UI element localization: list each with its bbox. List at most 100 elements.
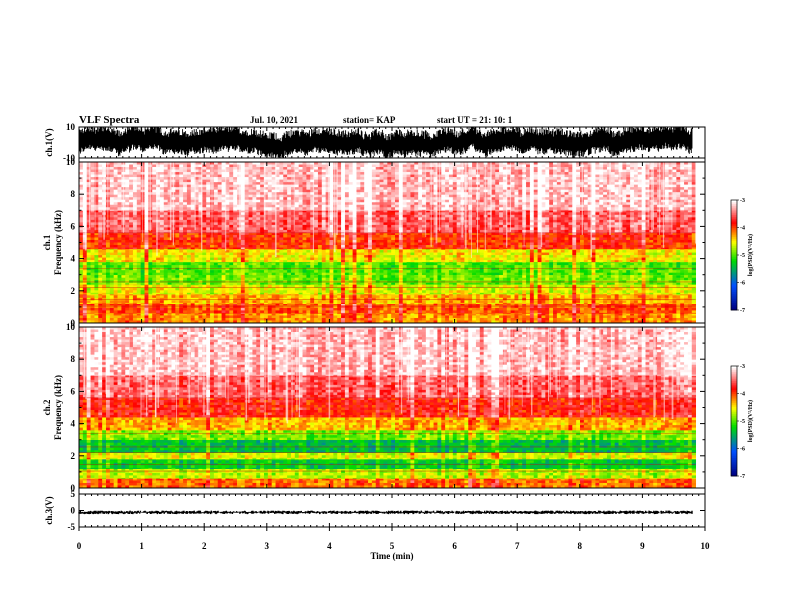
spectrogram-cell — [218, 295, 222, 298]
spectrogram-cell — [407, 313, 411, 314]
spectrogram-cell — [472, 270, 476, 273]
spectrogram-cell — [615, 295, 619, 298]
spectrogram-cell — [191, 275, 195, 278]
spectrogram-cell — [214, 288, 218, 291]
spectrogram-cell — [511, 265, 515, 268]
spectrogram-cell — [407, 273, 411, 275]
spectrogram-cell — [198, 310, 202, 313]
spectrogram-cell — [141, 280, 145, 283]
spectrogram-cell — [584, 290, 588, 293]
spectrogram-cell — [669, 313, 673, 315]
spectrogram-cell — [222, 275, 226, 278]
spectrogram-cell — [94, 303, 98, 304]
spectrogram-cell — [152, 318, 156, 321]
spectrogram-cell — [437, 310, 441, 313]
spectrogram-cell — [299, 303, 303, 304]
spectrogram-cell — [129, 273, 133, 275]
spectrogram-cell — [680, 293, 684, 295]
spectrogram-cell — [468, 288, 472, 291]
spectrogram-cell — [692, 283, 696, 285]
spectrogram-cell — [665, 310, 669, 313]
spectrogram-cell — [360, 313, 364, 315]
spectrogram-cell — [514, 263, 518, 266]
spectrogram-cell — [615, 310, 619, 313]
spectrogram-cell — [372, 303, 376, 304]
spectrogram-cell — [642, 275, 646, 278]
spectrogram-cell — [91, 288, 95, 291]
spectrogram-cell — [252, 270, 256, 273]
spectrogram-cell — [426, 283, 430, 285]
spectrogram-cell — [437, 280, 441, 283]
spectrogram-cell — [118, 313, 122, 314]
spectrogram-cell — [476, 270, 480, 273]
spectrogram-cell — [225, 315, 229, 318]
spectrogram-cell — [291, 278, 295, 281]
spectrogram-cell — [276, 318, 280, 321]
spectrogram-cell — [545, 290, 549, 293]
spectrogram-cell — [94, 278, 98, 281]
spectrogram-cell — [414, 313, 418, 315]
spectrogram-cell — [445, 303, 449, 304]
spectrogram-cell — [114, 265, 118, 268]
spectrogram-cell — [114, 303, 118, 304]
spectrogram-cell — [607, 298, 611, 301]
spectrogram-cell — [503, 313, 507, 315]
spectrogram-cell — [414, 275, 418, 278]
spectrogram-cell — [507, 283, 511, 285]
spectrogram-cell — [260, 278, 264, 281]
spectrogram-cell — [453, 300, 457, 303]
spectrogram-cell — [303, 298, 307, 301]
spectrogram-cell — [387, 303, 391, 304]
spectrogram-cell — [592, 270, 596, 273]
spectrogram-cell — [395, 298, 399, 301]
spectrogram-cell — [330, 288, 334, 291]
spectrogram-cell — [364, 265, 368, 268]
spectrogram-cell — [256, 288, 260, 291]
spectrogram-cell — [445, 308, 449, 311]
spectrogram-cell — [133, 290, 137, 293]
spectrogram-cell — [341, 265, 345, 268]
spectrogram-cell — [449, 283, 453, 285]
spectrogram-cell — [337, 265, 341, 268]
spectrogram-cell — [499, 313, 503, 315]
spectrogram-cell — [665, 300, 669, 303]
spectrogram-cell — [595, 310, 599, 313]
spectrogram-cell — [330, 293, 334, 295]
spectrogram-cell — [534, 270, 538, 273]
spectrogram-cell — [356, 280, 360, 283]
spectrogram-cell — [345, 283, 349, 285]
y-tick-label: 10 — [66, 122, 76, 132]
spectrogram-cell — [372, 263, 376, 266]
spectrogram-cell — [303, 280, 307, 283]
spectrogram-cell — [399, 280, 403, 283]
spectrogram-cell — [514, 280, 518, 283]
spectrogram-cell — [410, 263, 414, 266]
spectrogram-cell — [619, 313, 623, 314]
spectrogram-cell — [326, 278, 330, 281]
spectrogram-cell — [665, 318, 669, 321]
spectrogram-cell — [214, 303, 218, 304]
spectrogram-cell — [102, 308, 106, 311]
spectrogram-cell — [476, 278, 480, 281]
spectrogram-cell — [491, 300, 495, 303]
spectrogram-cell — [391, 265, 395, 268]
spectrogram-cell — [511, 298, 515, 301]
spectrogram-cell — [461, 265, 465, 268]
spectrogram-cell — [287, 300, 291, 303]
spectrogram-cell — [472, 300, 476, 303]
spectrogram-cell — [225, 288, 229, 291]
spectrogram-cell — [276, 263, 280, 266]
spectrogram-cell — [611, 263, 615, 266]
spectrogram-cell — [534, 290, 538, 293]
spectrogram-cell — [488, 310, 492, 313]
spectrogram-cell — [110, 313, 114, 314]
spectrogram-cell — [148, 275, 152, 278]
spectrogram-cell — [299, 318, 303, 321]
spectrogram-cell — [98, 273, 102, 275]
spectrogram-cell — [464, 295, 468, 298]
spectrogram-cell — [291, 265, 295, 268]
spectrogram-cell — [83, 298, 87, 301]
spectrogram-cell — [453, 293, 457, 295]
spectrogram-cell — [526, 270, 530, 273]
spectrogram-cell — [133, 280, 137, 283]
